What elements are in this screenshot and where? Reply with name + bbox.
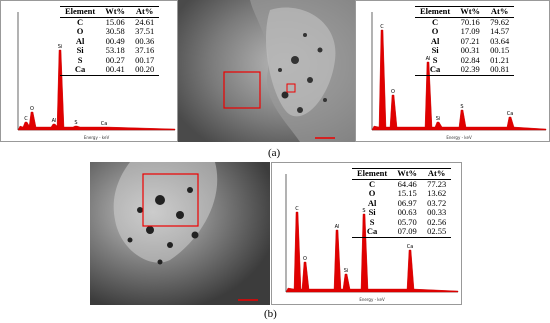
peak-label: Ca [507,111,514,117]
table-cell: 00.27 [105,54,125,65]
x-axis-title: Energy - keV [446,135,472,140]
table-cell: C [369,178,376,189]
table-header: Element [415,6,456,18]
table-cell: Al [430,35,440,46]
x-axis-title: Energy - keV [84,135,110,140]
peak-label: O [30,106,34,112]
table-cell: 00.33 [427,207,447,217]
table-cell: 00.36 [135,35,155,46]
table-cell: 00.20 [135,64,155,74]
table-cell: S [77,54,83,65]
table-cell: 06.97 [397,197,417,208]
table-header: Wt% [100,6,131,18]
table-cell: 00.41 [105,64,125,74]
spectrum-frame [355,0,550,142]
table-cell: 53.18 [105,45,125,55]
table-cell: 17.09 [460,26,480,36]
peak-label: C [24,116,28,122]
table-cell: 02.39 [460,64,480,74]
table-cell: Ca [74,64,86,74]
table-header: Wt% [455,6,486,18]
peak-label: Ca [407,244,414,250]
peak-label: Si [344,268,349,274]
table-cell: 13.62 [427,188,447,198]
table-cell: 00.31 [460,45,480,55]
table-cell: 77.23 [427,178,447,189]
x-axis-title: Energy - keV [359,297,385,302]
table-header: Element [60,6,101,18]
table-cell: 02.56 [427,216,447,227]
table-cell: Si [76,45,84,55]
table-cell: 03.64 [490,35,510,46]
table-cell: 02.84 [460,54,480,65]
table-cell: 00.81 [490,64,510,74]
peak-label: Al [335,224,340,230]
table-cell: Al [367,197,377,208]
table-cell: 79.62 [490,16,510,27]
table-cell: 24.61 [135,16,155,27]
table-header: At% [130,6,160,18]
peak-label: O [303,256,307,262]
panel-label: (a) [268,147,281,159]
table-header: At% [422,168,452,180]
table-cell: 00.49 [105,35,125,46]
table-cell: C [432,16,439,27]
table-cell: 07.09 [397,226,417,236]
table-cell: 05.70 [397,216,417,227]
table-cell: Al [75,35,85,46]
table-cell: O [431,26,439,36]
table-cell: 01.21 [490,54,510,65]
table-cell: 00.15 [490,45,510,55]
peak-label: S [362,208,365,214]
peak-label: Si [58,44,63,50]
table-cell: 07.21 [460,35,480,46]
table-cell: Ca [429,64,441,74]
composition-table: Element Wt% At% C 64.46 77.23 O 15.15 13.62 Al 06.… [352,168,452,238]
table-cell: 00.17 [135,54,155,65]
table-cell: Ca [366,226,378,236]
peak-label: Ca [101,121,108,127]
table-cell: 37.16 [135,45,155,55]
peak-label: C [380,24,384,30]
spectrum [17,49,176,131]
table-cell: Si [368,207,376,217]
table-cell: S [432,54,438,65]
table-cell: 15.15 [397,188,417,198]
sem-image [178,0,355,142]
table-cell: 03.72 [427,197,447,208]
table-cell: S [369,216,375,227]
table-cell: 64.46 [397,178,417,189]
sem-image [90,162,270,305]
spectrum [371,29,547,131]
composition-table: Element Wt% At% C 15.06 24.61 O 30.58 37.51 Al 00.… [60,6,160,76]
peak-label: Si [436,116,441,122]
table-header: Element [352,168,393,180]
table-cell: O [76,26,84,36]
table-cell: 70.16 [460,16,480,27]
table-cell: O [368,188,376,198]
peak-label: Al [52,118,57,124]
table-cell: 14.57 [490,26,510,36]
peak-label: Al [426,56,431,62]
table-header: At% [485,6,515,18]
table-cell: 30.58 [105,26,125,36]
composition-table: Element Wt% At% C 70.16 79.62 O 17.09 14.57 Al 07.… [415,6,515,76]
table-cell: 15.06 [105,16,125,27]
table-cell: C [77,16,84,27]
peak-label: C [295,206,299,212]
peak-label: O [391,89,395,95]
table-cell: 37.51 [135,26,155,36]
table-header: Wt% [392,168,423,180]
peak-label: S [460,104,463,110]
panel-label: (b) [264,308,277,320]
spectrum [285,211,459,293]
table-cell: Si [431,45,439,55]
table-cell: 00.63 [397,207,417,217]
peak-label: S [74,120,77,126]
table-cell: 02.55 [427,226,447,236]
